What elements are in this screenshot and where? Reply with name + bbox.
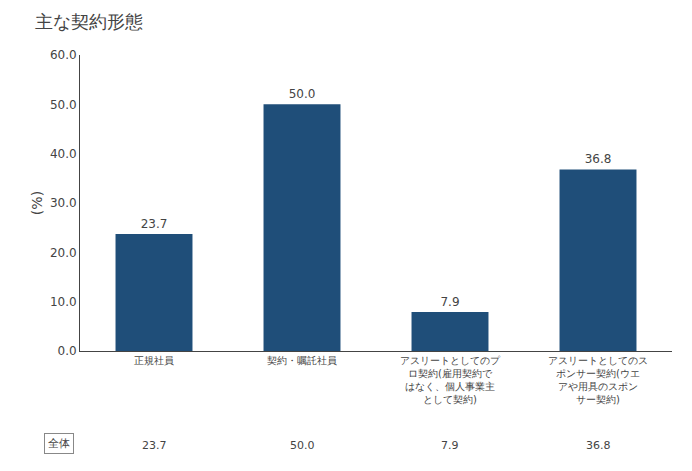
svg-text:30.0: 30.0 xyxy=(50,196,77,210)
svg-text:50.0: 50.0 xyxy=(289,87,316,101)
svg-text:23.7: 23.7 xyxy=(142,439,167,452)
svg-text:10.0: 10.0 xyxy=(50,295,77,309)
svg-text:7.9: 7.9 xyxy=(441,439,459,452)
svg-text:60.0: 60.0 xyxy=(50,48,77,62)
svg-text:40.0: 40.0 xyxy=(50,147,77,161)
svg-text:0.0: 0.0 xyxy=(58,344,77,358)
svg-text:全体: 全体 xyxy=(48,437,70,450)
svg-text:36.8: 36.8 xyxy=(585,152,612,166)
svg-text:50.0: 50.0 xyxy=(50,98,77,112)
svg-text:23.7: 23.7 xyxy=(141,217,168,231)
svg-text:アスリートとしてのスポンサー契約(ウエアや用具のスポンサー契: アスリートとしてのスポンサー契約(ウエアや用具のスポンサー契約) xyxy=(548,355,648,405)
svg-text:50.0: 50.0 xyxy=(290,439,315,452)
svg-text:正規社員: 正規社員 xyxy=(134,355,174,366)
svg-text:契約・嘱託社員: 契約・嘱託社員 xyxy=(267,355,337,366)
svg-text:20.0: 20.0 xyxy=(50,246,77,260)
svg-text:主な契約形態: 主な契約形態 xyxy=(35,11,143,32)
svg-text:36.8: 36.8 xyxy=(586,439,611,452)
svg-text:7.9: 7.9 xyxy=(440,295,459,309)
svg-text:アスリートとしてのプロ契約(雇用契約ではなく、個人事業主とし: アスリートとしてのプロ契約(雇用契約ではなく、個人事業主として契約) xyxy=(400,355,501,405)
svg-text:(%): (%) xyxy=(29,191,45,215)
